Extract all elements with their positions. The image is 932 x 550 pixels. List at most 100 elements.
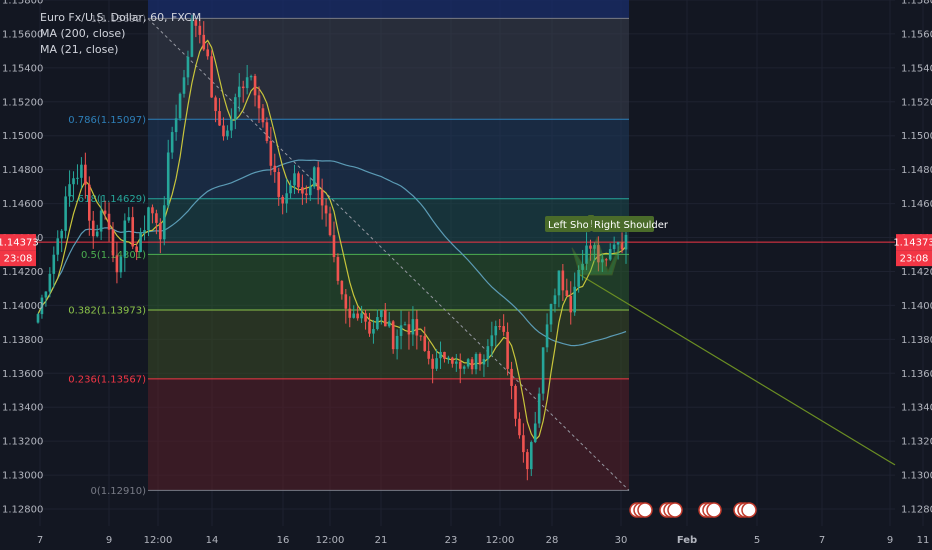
candle-body bbox=[44, 291, 48, 298]
candle-body bbox=[470, 359, 474, 370]
candle-body bbox=[443, 351, 446, 359]
ma21-legend[interactable]: MA (21, close) bbox=[40, 43, 119, 56]
candle-body bbox=[502, 326, 505, 332]
fib-zone bbox=[148, 378, 629, 491]
candle-body bbox=[352, 313, 356, 318]
candle-body bbox=[451, 357, 454, 364]
fib-zone-top bbox=[148, 0, 629, 19]
event-flag-icon[interactable] bbox=[637, 502, 653, 518]
candle-body bbox=[202, 34, 206, 50]
trend-lines[interactable] bbox=[36, 18, 896, 491]
fib-level-label: 0.382(1.13973) bbox=[68, 306, 146, 317]
x-tick-label: 11 bbox=[917, 535, 930, 546]
candle-body bbox=[174, 118, 178, 133]
event-icons[interactable] bbox=[629, 502, 757, 518]
pattern-shape[interactable] bbox=[571, 236, 623, 276]
candle-body bbox=[608, 249, 612, 260]
candle-body bbox=[506, 331, 509, 369]
candle-body bbox=[269, 140, 273, 166]
left-shoulder-label: Left Shoul bbox=[548, 220, 598, 231]
candle-body bbox=[593, 245, 596, 249]
y-tick-label-left: 1.14600 bbox=[2, 199, 43, 210]
y-tick-label: 1.13000 bbox=[901, 471, 932, 482]
left-price: 1.14373 bbox=[0, 238, 39, 249]
candle-body bbox=[249, 75, 253, 78]
fib-level-label: 0.618(1.14629) bbox=[68, 194, 146, 205]
right-shoulder-label-bg[interactable] bbox=[592, 216, 654, 232]
right-price-bg bbox=[896, 234, 932, 251]
fib-zone bbox=[148, 18, 629, 120]
right-price-axis[interactable]: 1.15800 1.15600 1.15400 1.15200 1.15000 1.148… bbox=[901, 0, 932, 516]
candle-body bbox=[431, 358, 434, 369]
candle-body bbox=[601, 259, 604, 263]
candle-body bbox=[273, 165, 277, 173]
left-shoulder-label-bg[interactable] bbox=[545, 216, 591, 232]
candle-body bbox=[486, 346, 490, 360]
candle-body bbox=[135, 246, 138, 253]
candle-body bbox=[324, 205, 328, 214]
y-tick-label: 1.14800 bbox=[901, 165, 932, 176]
y-tick-label: 1.13600 bbox=[901, 369, 932, 380]
candle-body bbox=[115, 255, 119, 273]
candle-body bbox=[490, 335, 494, 347]
x-tick-label: Feb bbox=[677, 535, 697, 546]
x-tick-label: 16 bbox=[277, 535, 290, 546]
candle-body bbox=[72, 178, 75, 185]
candle-body bbox=[537, 393, 541, 424]
candle-body bbox=[482, 359, 486, 365]
y-tick-label-left: 1.15400 bbox=[2, 63, 43, 74]
y-tick-label-left: 1.15200 bbox=[2, 97, 43, 108]
candle-body bbox=[293, 173, 296, 186]
candle-body bbox=[427, 350, 430, 359]
candle-body bbox=[91, 220, 95, 237]
candle-body bbox=[52, 254, 56, 274]
x-tick-label: 9 bbox=[106, 535, 112, 546]
right-countdown: 23:08 bbox=[900, 254, 929, 265]
candle-body bbox=[265, 122, 269, 141]
x-tick-label: 12:00 bbox=[144, 535, 173, 546]
event-flag-icon[interactable] bbox=[667, 502, 683, 518]
candle-body bbox=[498, 326, 502, 328]
candle-body bbox=[281, 196, 284, 204]
neckline-projection[interactable] bbox=[579, 274, 896, 466]
candle-body bbox=[522, 435, 525, 453]
candle-body bbox=[561, 270, 565, 291]
dashed-trend-line[interactable] bbox=[147, 18, 630, 491]
y-tick-label: 1.13400 bbox=[901, 403, 932, 414]
candle-body bbox=[301, 187, 304, 194]
fib-retracement[interactable]: 1(1.15692) 0.786(1.15097) 0.618(1.14629) 0.… bbox=[68, 0, 629, 497]
candle-body bbox=[234, 97, 237, 120]
left-countdown-bg bbox=[0, 250, 36, 267]
candle-body bbox=[494, 326, 498, 336]
candle-body bbox=[155, 213, 158, 223]
candle-body bbox=[56, 238, 60, 255]
y-tick-label-left: 1.14800 bbox=[2, 165, 43, 176]
candle-body bbox=[360, 313, 363, 319]
candle-body bbox=[99, 210, 103, 232]
time-axis[interactable]: 7 9 12:00 14 16 12:00 21 23 12:00 28 30 Feb 5 7 9 11 bbox=[0, 526, 932, 550]
candle-body bbox=[316, 167, 320, 191]
candle-body bbox=[407, 324, 411, 335]
candle-body bbox=[131, 217, 135, 247]
head-shoulders-pattern[interactable]: Left Shoul!Right Shoulder bbox=[545, 215, 669, 276]
candle-body bbox=[289, 185, 292, 194]
candle-body bbox=[415, 319, 419, 336]
candle-body bbox=[226, 130, 229, 137]
candle-body bbox=[210, 56, 213, 98]
candle-body bbox=[447, 357, 450, 359]
candle-body bbox=[320, 190, 324, 206]
candle-body bbox=[529, 442, 533, 470]
event-flag-icon[interactable] bbox=[706, 502, 722, 518]
symbol-title[interactable]: Euro Fx/U.S. Dollar, 60, FXCM bbox=[40, 11, 202, 24]
event-flag-icon[interactable] bbox=[741, 502, 757, 518]
candle-body bbox=[261, 108, 265, 123]
candle-body bbox=[364, 313, 367, 322]
candle-body bbox=[245, 77, 249, 89]
candle-body bbox=[577, 269, 580, 287]
ma200-legend[interactable]: MA (200, close) bbox=[40, 27, 126, 40]
fib-zone bbox=[148, 119, 629, 199]
candle-body bbox=[123, 220, 127, 257]
candle-body bbox=[194, 20, 198, 26]
ma200-line bbox=[37, 159, 627, 347]
